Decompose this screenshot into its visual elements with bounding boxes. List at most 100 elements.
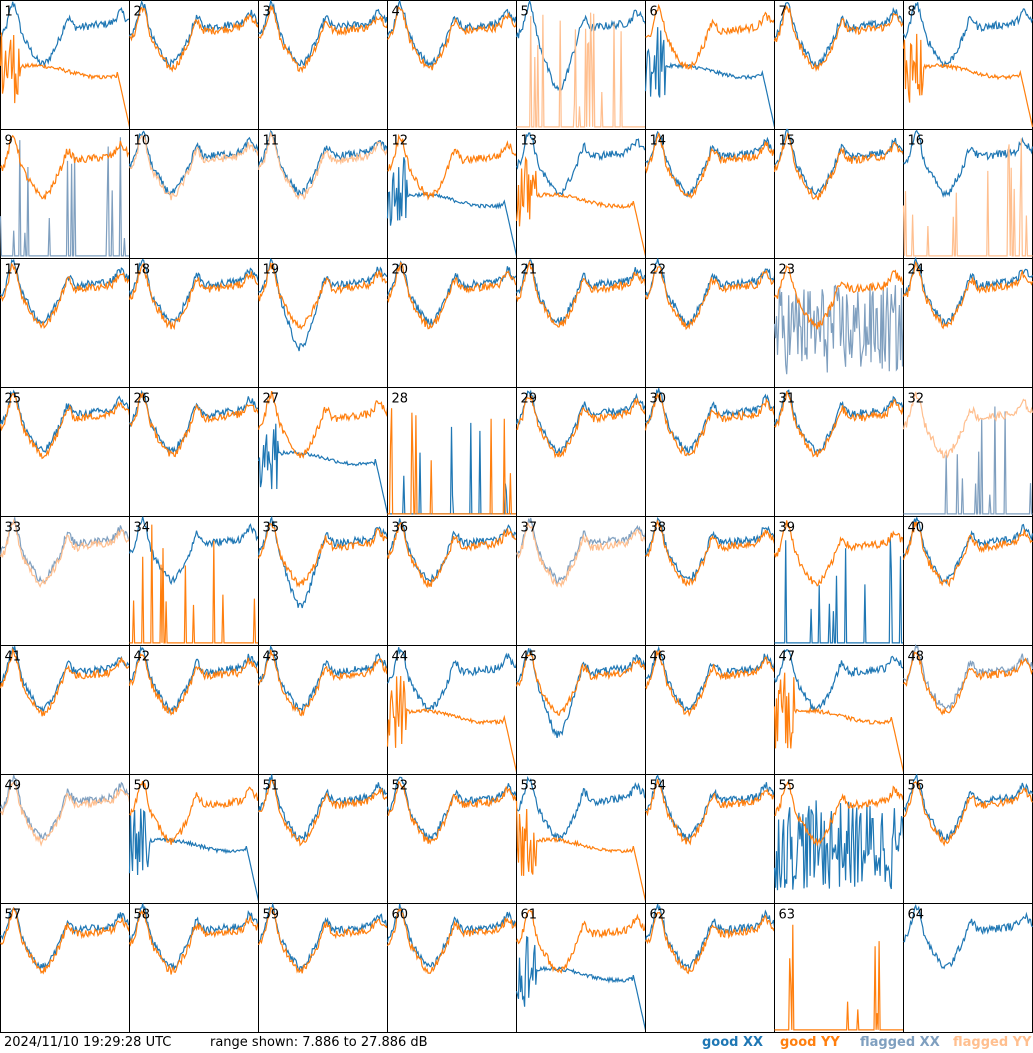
panel-label: 11	[263, 134, 280, 149]
panel-label: 17	[5, 263, 22, 278]
panel-label: 28	[392, 392, 409, 407]
panel-label: 45	[521, 650, 538, 665]
panel-37: 37	[515, 516, 647, 646]
panel-label: 23	[779, 263, 796, 278]
series-yy-19	[257, 262, 388, 331]
panel-43: 43	[257, 644, 389, 775]
series-xx-1	[0, 1, 130, 67]
panel-label: 47	[779, 650, 796, 665]
panel-label: 44	[392, 650, 409, 665]
panel-label: 14	[650, 134, 667, 149]
panel-frame	[903, 774, 1033, 904]
panel-label: 46	[650, 650, 667, 665]
panel-frame	[645, 0, 775, 130]
series-yy-39	[773, 520, 905, 587]
panel-label: 6	[650, 5, 658, 20]
panel-59: 59	[257, 902, 389, 1033]
panel-label: 60	[392, 908, 409, 923]
panel-label: 48	[908, 650, 925, 665]
panel-54: 54	[645, 774, 776, 904]
series-yy-53	[515, 800, 647, 902]
panel-frame	[258, 258, 388, 388]
panel-frame	[0, 645, 130, 775]
panel-label: 13	[521, 134, 538, 149]
panel-label: 19	[263, 263, 280, 278]
panel-frame	[129, 0, 259, 130]
panel-label: 64	[908, 908, 925, 923]
panel-frame	[903, 903, 1033, 1033]
series-yy-43	[257, 649, 389, 717]
panel-3: 3	[258, 0, 389, 130]
panel-9: 9	[0, 129, 130, 259]
series-yy-60	[386, 907, 518, 975]
series-xx-33	[0, 517, 130, 584]
panel-label: 35	[263, 521, 280, 536]
panel-27: 27	[257, 387, 389, 517]
series-yy-5	[516, 12, 646, 128]
timestamp-label: 2024/11/10 19:29:28 UTC	[4, 1035, 172, 1050]
series-yy-52	[387, 780, 518, 845]
legend-flagged-yy: flagged YY	[953, 1035, 1032, 1050]
panel-label: 31	[779, 392, 796, 407]
series-xx-61	[515, 935, 647, 1031]
series-xx-13	[515, 132, 646, 196]
panel-label: 49	[5, 779, 22, 794]
series-yy-32	[902, 391, 1033, 459]
panel-label: 2	[134, 5, 142, 20]
panel-label: 56	[908, 779, 925, 794]
series-xx-16	[903, 129, 1033, 198]
panel-label: 50	[134, 779, 151, 794]
panel-46: 46	[645, 645, 776, 775]
legend-good-yy: good YY	[780, 1035, 840, 1050]
panel-22: 22	[644, 258, 776, 388]
panel-frame	[774, 0, 904, 130]
panel-frame	[516, 903, 646, 1033]
series-xx-30	[644, 388, 776, 457]
panel-frame	[645, 258, 775, 388]
panel-48: 48	[903, 643, 1033, 775]
series-xx-31	[773, 389, 905, 455]
panel-33: 33	[0, 516, 131, 646]
series-yy-30	[644, 392, 776, 457]
panel-frame	[903, 387, 1033, 517]
series-yy-1	[0, 32, 131, 128]
series-yy-23	[773, 265, 904, 330]
panel-label: 62	[650, 908, 667, 923]
panel-label: 39	[779, 521, 796, 536]
panel-7: 7	[773, 0, 905, 130]
panel-label: 63	[779, 908, 796, 923]
panel-label: 53	[521, 779, 538, 794]
panel-45: 45	[515, 645, 647, 775]
series-yy-61	[515, 909, 647, 974]
series-xx-12	[386, 157, 518, 257]
panel-label: 30	[650, 392, 667, 407]
panel-47: 47	[773, 645, 905, 775]
series-yy-63	[774, 924, 904, 1031]
panel-20: 20	[386, 258, 517, 388]
series-yy-51	[258, 779, 389, 847]
series-yy-34	[129, 524, 259, 644]
series-xx-37	[515, 517, 647, 585]
panel-14: 14	[644, 129, 776, 259]
series-xx-4	[386, 0, 518, 68]
series-xx-36	[386, 518, 518, 584]
panel-57: 57	[0, 903, 131, 1033]
series-yy-47	[773, 672, 905, 773]
series-yy-26	[129, 391, 260, 458]
series-xx-24	[903, 256, 1033, 326]
panel-42: 42	[128, 645, 260, 775]
panel-30: 30	[644, 387, 776, 517]
series-yy-49	[0, 781, 131, 847]
panel-frame	[645, 903, 775, 1033]
panel-frame	[129, 645, 259, 775]
series-yy-54	[645, 779, 775, 846]
panel-23: 23	[773, 258, 905, 388]
panel-frame	[0, 0, 130, 130]
panel-55: 55	[773, 774, 905, 904]
panel-40: 40	[902, 516, 1033, 646]
series-yy-15	[773, 132, 905, 201]
series-xx-5	[515, 0, 647, 92]
panel-frame	[516, 516, 646, 646]
series-xx-25	[0, 389, 131, 453]
panel-frame	[645, 645, 775, 775]
